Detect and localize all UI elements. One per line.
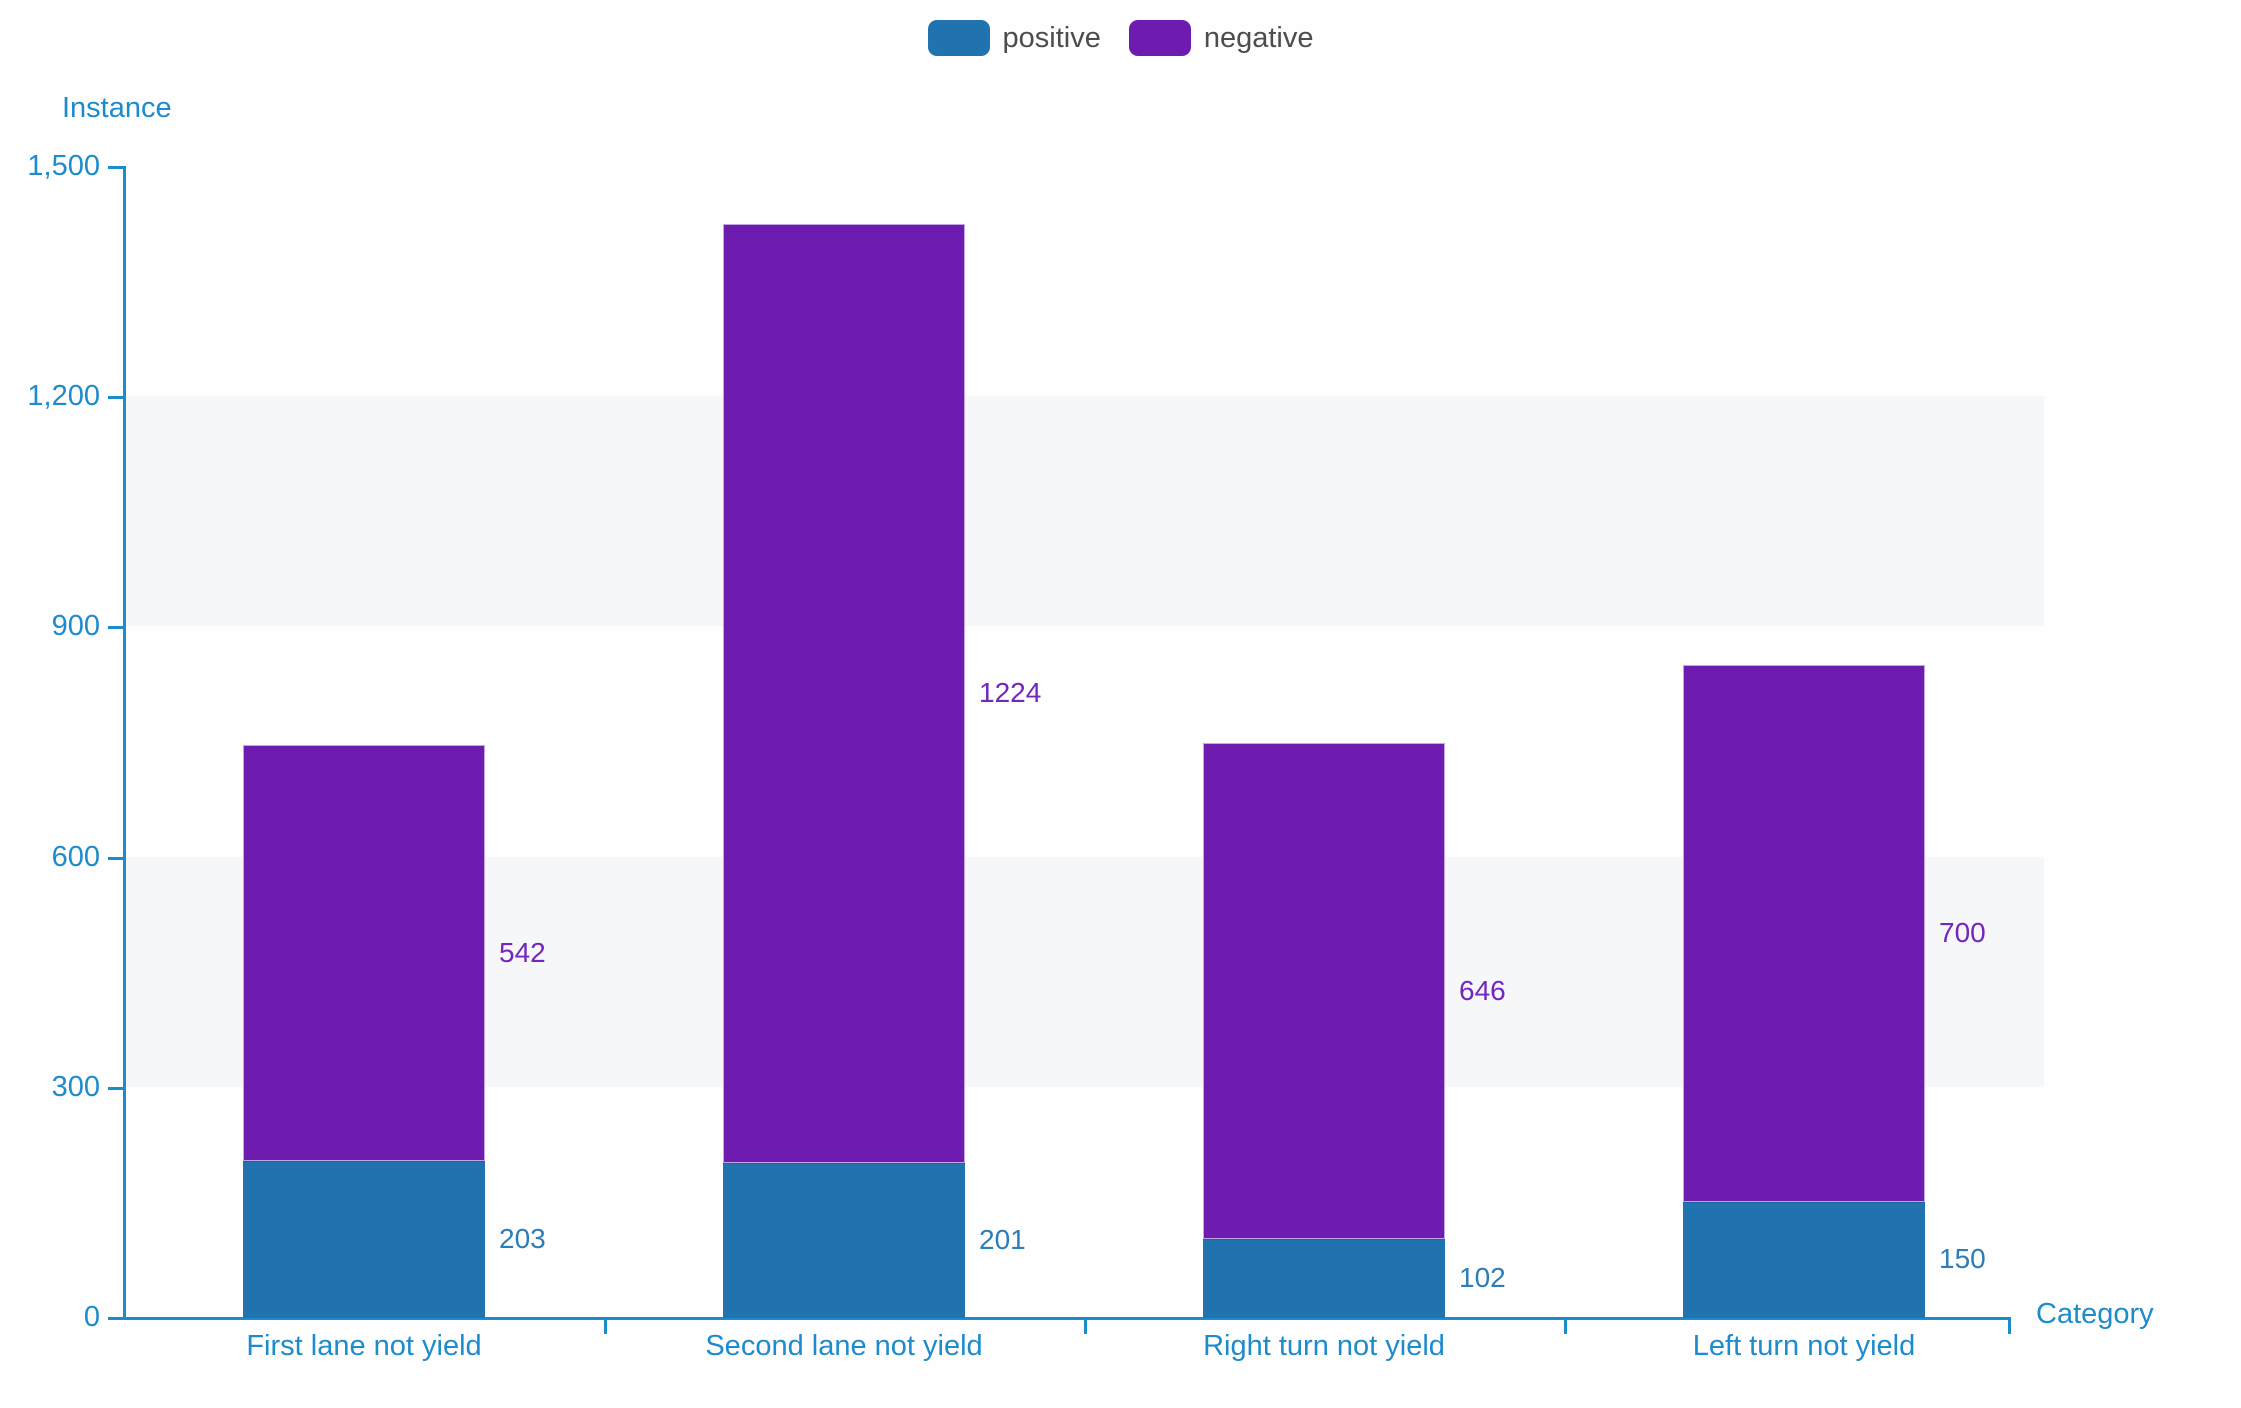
y-tick — [108, 1086, 124, 1090]
legend-item-positive[interactable]: positive — [927, 20, 1101, 56]
category-label: Second lane not yield — [705, 1330, 983, 1362]
bar-segment-positive[interactable] — [1683, 1201, 1925, 1318]
y-tick — [108, 856, 124, 860]
data-label-positive: 201 — [979, 1223, 1026, 1255]
category-label: First lane not yield — [246, 1330, 482, 1362]
x-tick — [604, 1320, 607, 1334]
bar-segment-positive[interactable] — [723, 1162, 965, 1318]
y-tick — [108, 626, 124, 630]
y-axis-title: Instance — [62, 92, 172, 124]
data-label-positive: 102 — [1459, 1261, 1506, 1293]
x-axis-end-tick — [2008, 1320, 2011, 1334]
data-label-positive: 203 — [499, 1223, 546, 1255]
legend-label-positive: positive — [1002, 22, 1101, 54]
y-tick — [108, 166, 124, 169]
y-tick-label: 1,200 — [27, 380, 100, 413]
bar-segment-negative[interactable] — [243, 745, 485, 1162]
y-tick-label: 600 — [51, 840, 100, 873]
y-tick-label: 1,500 — [27, 149, 100, 182]
y-tick — [108, 1317, 124, 1320]
y-axis-line — [123, 166, 126, 1319]
legend-swatch-positive — [927, 20, 990, 56]
legend-swatch-negative — [1128, 20, 1191, 56]
bar-segment-positive[interactable] — [1203, 1238, 1445, 1318]
y-tick — [108, 396, 124, 400]
data-label-negative: 646 — [1459, 974, 1506, 1006]
bar-segment-positive[interactable] — [243, 1161, 485, 1318]
x-axis-line — [108, 1317, 2011, 1320]
y-tick-label: 900 — [51, 610, 100, 643]
category-label: Left turn not yield — [1692, 1330, 1916, 1362]
data-label-negative: 1224 — [979, 677, 1042, 709]
data-label-negative: 542 — [499, 937, 546, 969]
legend-item-negative[interactable]: negative — [1128, 20, 1314, 56]
y-tick-label: 0 — [83, 1300, 100, 1333]
data-label-negative: 700 — [1939, 917, 1986, 949]
x-tick — [1564, 1320, 1567, 1334]
bar-segment-negative[interactable] — [1683, 664, 1925, 1202]
legend-label-negative: negative — [1203, 22, 1314, 54]
bar-segment-negative[interactable] — [723, 223, 965, 1163]
x-axis-title: Category — [2036, 1298, 2154, 1330]
plot-band — [126, 396, 2044, 627]
legend: positive negative — [0, 20, 2241, 56]
bar-segment-negative[interactable] — [1203, 743, 1445, 1239]
category-label: Right turn not yield — [1203, 1330, 1445, 1362]
x-tick — [1084, 1320, 1087, 1334]
y-tick-label: 300 — [51, 1070, 100, 1103]
data-label-positive: 150 — [1939, 1243, 1986, 1275]
